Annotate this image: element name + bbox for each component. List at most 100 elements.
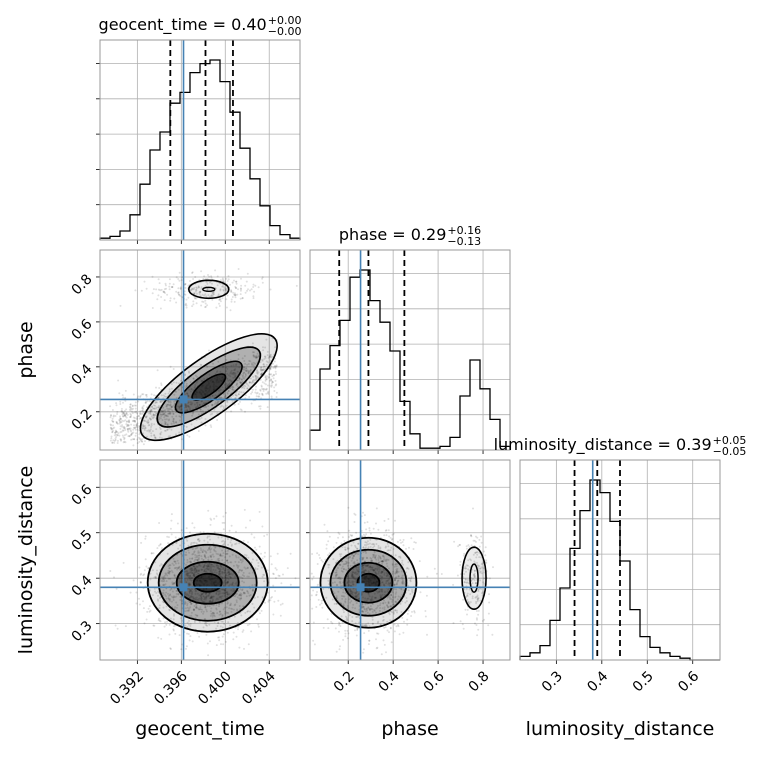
scatter-point — [136, 412, 139, 415]
scatter-point — [208, 600, 211, 603]
scatter-point — [197, 538, 200, 540]
scatter-point — [194, 290, 197, 293]
scatter-point — [178, 634, 181, 637]
scatter-point — [232, 608, 235, 611]
scatter-point — [433, 567, 436, 570]
scatter-point — [199, 290, 202, 293]
scatter-point — [185, 592, 188, 595]
scatter-point — [375, 647, 378, 650]
scatter-point — [222, 539, 225, 542]
scatter-point — [228, 529, 231, 532]
scatter-point — [372, 569, 375, 572]
scatter-point — [172, 628, 175, 631]
scatter-point — [406, 612, 409, 615]
scatter-point — [186, 632, 189, 635]
scatter-point — [260, 609, 263, 612]
scatter-point — [281, 602, 284, 605]
scatter-point — [203, 553, 206, 556]
scatter-point — [402, 581, 405, 584]
scatter-point — [160, 437, 163, 440]
density-contour — [461, 546, 487, 610]
scatter-point — [377, 570, 380, 573]
scatter-point — [206, 566, 209, 569]
scatter-point — [275, 365, 278, 368]
scatter-point — [158, 619, 161, 622]
scatter-point — [362, 596, 364, 599]
scatter-point — [348, 614, 351, 617]
scatter-point — [203, 539, 206, 542]
scatter-point — [185, 573, 188, 576]
scatter-point — [163, 625, 166, 628]
scatter-point — [167, 569, 170, 572]
scatter-point — [244, 369, 247, 372]
scatter-point — [261, 557, 264, 560]
scatter-point — [185, 404, 188, 407]
scatter-point — [213, 517, 216, 520]
scatter-point — [189, 622, 192, 625]
scatter-point — [242, 365, 245, 368]
scatter-point — [185, 581, 188, 583]
scatter-point — [209, 555, 212, 558]
scatter-point — [215, 402, 218, 405]
scatter-point — [241, 297, 244, 299]
scatter-point — [173, 596, 176, 599]
scatter-point — [346, 564, 349, 567]
scatter-point — [218, 589, 221, 592]
scatter-point — [208, 287, 211, 290]
scatter-point — [270, 385, 273, 388]
scatter-point — [181, 408, 184, 411]
scatter-point — [112, 439, 115, 442]
scatter-point — [144, 401, 147, 404]
scatter-point — [326, 618, 329, 621]
scatter-point — [139, 394, 142, 397]
scatter-point — [362, 605, 365, 608]
scatter-point — [200, 385, 203, 388]
scatter-point — [468, 602, 471, 605]
scatter-point — [192, 377, 195, 380]
scatter-point — [124, 625, 127, 628]
scatter-point — [226, 372, 229, 375]
scatter-point — [203, 600, 206, 603]
scatter-point — [228, 571, 230, 574]
scatter-point — [168, 570, 171, 573]
scatter-point — [475, 535, 477, 538]
scatter-point — [192, 575, 195, 577]
scatter-point — [245, 554, 248, 557]
scatter-point — [220, 565, 222, 568]
scatter-point — [128, 421, 131, 424]
scatter-point — [203, 555, 206, 558]
scatter-point — [124, 429, 127, 431]
scatter-point — [351, 553, 353, 556]
scatter-point — [380, 560, 383, 563]
scatter-point — [164, 411, 167, 413]
scatter-point — [168, 633, 171, 636]
scatter-point — [241, 588, 244, 591]
scatter-point — [150, 415, 153, 418]
scatter-point — [207, 405, 210, 407]
scatter-point — [464, 567, 467, 570]
scatter-point — [231, 543, 233, 546]
scatter-point — [315, 594, 318, 597]
scatter-point — [158, 418, 160, 421]
scatter-point — [216, 376, 219, 379]
scatter-point — [363, 560, 366, 563]
scatter-point — [235, 280, 238, 283]
scatter-point — [151, 569, 154, 572]
scatter-point — [332, 558, 335, 561]
scatter-point — [171, 286, 174, 289]
scatter-point — [221, 588, 224, 591]
scatter-point — [111, 428, 113, 430]
scatter-point — [196, 287, 198, 290]
scatter-point — [357, 570, 360, 573]
scatter-point — [388, 584, 391, 587]
scatter-point — [218, 568, 221, 570]
scatter-point — [218, 380, 221, 383]
scatter-point — [223, 571, 226, 574]
scatter-point — [384, 626, 387, 629]
scatter-point — [327, 540, 330, 543]
scatter-point — [266, 361, 269, 364]
scatter-point — [379, 557, 382, 560]
scatter-point — [363, 570, 366, 572]
scatter-point — [207, 568, 210, 571]
scatter-point — [129, 416, 132, 418]
